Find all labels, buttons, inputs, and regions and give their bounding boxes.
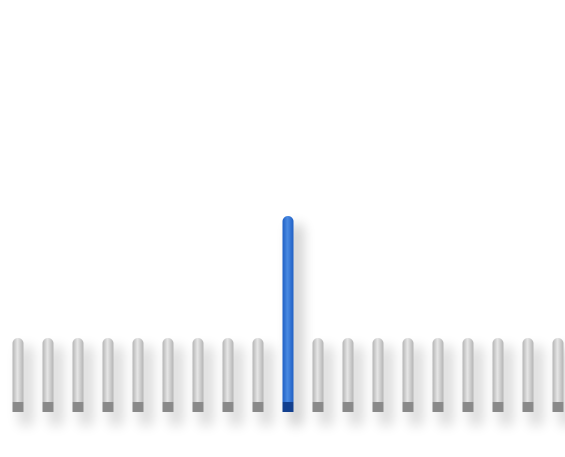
inactive-bar-base [552,402,564,412]
inactive-bar [102,338,114,412]
inactive-bar-body [312,338,324,412]
inactive-bar-body [492,338,504,412]
inactive-bar-base [312,402,324,412]
inactive-bar [462,338,474,412]
inactive-bar [72,338,84,412]
inactive-bar-base [462,402,474,412]
inactive-bar-base [12,402,24,412]
inactive-bar [312,338,324,412]
inactive-bar [12,338,24,412]
inactive-bar-base [492,402,504,412]
inactive-bar-base [162,402,174,412]
inactive-bar-body [342,338,354,412]
inactive-bar-body [102,338,114,412]
inactive-bar [252,338,264,412]
inactive-bar-body [132,338,144,412]
inactive-bar-base [372,402,384,412]
inactive-bar-body [192,338,204,412]
active-bar [282,216,294,412]
inactive-bar-body [372,338,384,412]
inactive-bar [552,338,564,412]
active-bar-base [282,402,294,412]
inactive-bar-body [522,338,534,412]
inactive-bar-base [42,402,54,412]
inactive-bar-body [12,338,24,412]
inactive-bar-body [42,338,54,412]
inactive-bar-base [342,402,354,412]
inactive-bar-base [522,402,534,412]
inactive-bar [132,338,144,412]
inactive-bar-base [222,402,234,412]
inactive-bar [42,338,54,412]
inactive-bar [432,338,444,412]
inactive-bar [192,338,204,412]
active-bar-body [282,216,294,412]
inactive-bar-base [192,402,204,412]
inactive-bar-body [222,338,234,412]
inactive-bar-base [102,402,114,412]
inactive-bar-body [252,338,264,412]
inactive-bar [372,338,384,412]
inactive-bar [492,338,504,412]
inactive-bar-body [432,338,444,412]
inactive-bar [222,338,234,412]
inactive-bar-base [72,402,84,412]
inactive-bar-body [402,338,414,412]
inactive-bar-base [402,402,414,412]
inactive-bar-body [72,338,84,412]
inactive-bar-body [462,338,474,412]
inactive-bar [342,338,354,412]
inactive-bar-body [552,338,564,412]
inactive-bar-body [162,338,174,412]
inactive-bar [522,338,534,412]
inactive-bar [162,338,174,412]
inactive-bar-base [132,402,144,412]
inactive-bar-base [432,402,444,412]
inactive-bar-base [252,402,264,412]
inactive-bar [402,338,414,412]
